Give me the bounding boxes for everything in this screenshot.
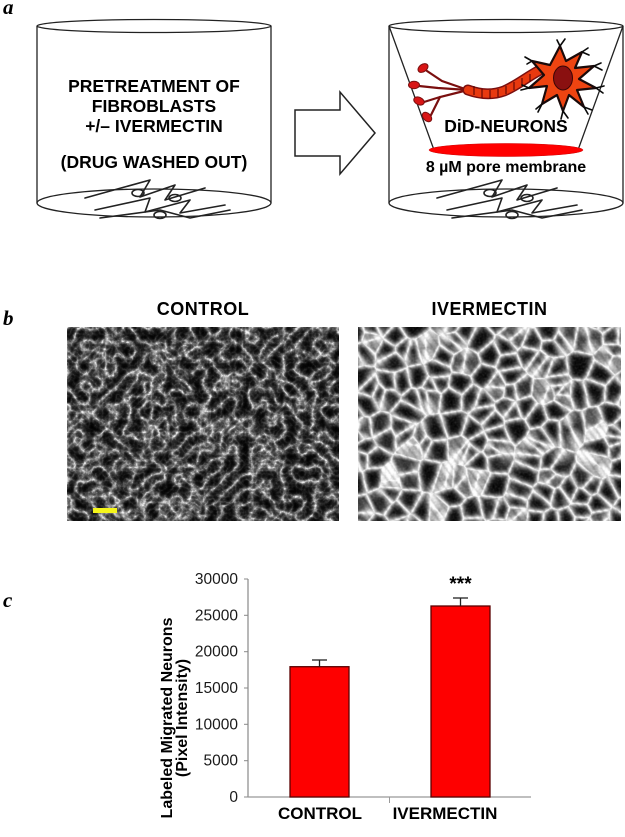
svg-text:CONTROL: CONTROL <box>278 804 362 823</box>
svg-text:PRETREATMENT OF: PRETREATMENT OF <box>68 76 240 96</box>
svg-text:15000: 15000 <box>195 680 238 697</box>
svg-text:(DRUG WASHED OUT): (DRUG WASHED OUT) <box>61 152 248 172</box>
svg-text:(Pixel Intensity): (Pixel Intensity) <box>174 659 191 777</box>
svg-text:IVERMECTIN: IVERMECTIN <box>393 804 498 823</box>
svg-text:8 µM pore membrane: 8 µM pore membrane <box>426 159 586 176</box>
svg-text:+/– IVERMECTIN: +/– IVERMECTIN <box>85 116 223 136</box>
svg-text:25000: 25000 <box>195 607 238 624</box>
svg-text:20000: 20000 <box>195 644 238 661</box>
svg-text:5000: 5000 <box>204 753 239 770</box>
svg-text:***: *** <box>449 574 472 595</box>
svg-text:DiD-NEURONS: DiD-NEURONS <box>444 116 567 136</box>
svg-text:10000: 10000 <box>195 716 238 733</box>
svg-text:0: 0 <box>229 789 238 806</box>
svg-text:FIBROBLASTS: FIBROBLASTS <box>92 96 216 116</box>
svg-text:30000: 30000 <box>195 571 238 588</box>
